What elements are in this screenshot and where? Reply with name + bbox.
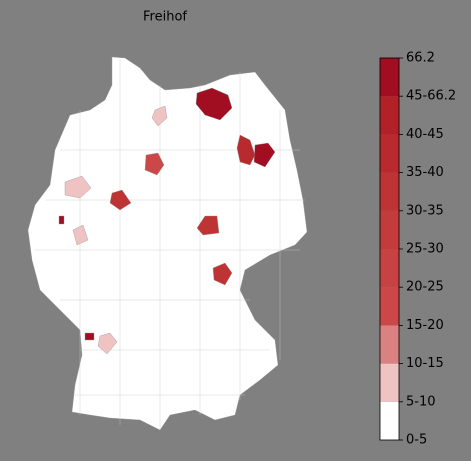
colorbar-label: 15-20 xyxy=(406,318,444,333)
colorbar-segment xyxy=(380,96,399,135)
colorbar-label: 25-30 xyxy=(406,242,444,257)
colorbar-segment xyxy=(380,401,399,440)
region-highlight xyxy=(196,215,220,236)
germany-map xyxy=(27,56,308,431)
region-highlight xyxy=(144,152,165,176)
colorbar-label: 0-5 xyxy=(406,433,427,448)
colorbar-segment xyxy=(380,363,399,402)
region-highlight xyxy=(72,224,89,246)
colorbar-label: 20-25 xyxy=(406,280,444,295)
region-highlight xyxy=(212,262,233,286)
colorbar-segment xyxy=(380,210,399,249)
colorbar-segment xyxy=(380,58,399,97)
district-borders xyxy=(35,60,305,430)
colorbar-label: 35-40 xyxy=(406,165,444,180)
colorbar-segment xyxy=(380,172,399,211)
colorbar-label: 30-35 xyxy=(406,203,444,218)
region-highlight xyxy=(253,142,276,168)
colorbar-label: 66.2 xyxy=(406,51,435,66)
region-highlight xyxy=(109,189,132,211)
colorbar-label: 5-10 xyxy=(406,394,436,409)
colorbar-label: 10-15 xyxy=(406,356,444,371)
colorbar: 0-5 5-10 10-15 15-20 20-25 25-30 30-35 35-40 40-… xyxy=(379,51,456,448)
region-highlight xyxy=(84,332,95,341)
region-highlight xyxy=(97,332,118,355)
region-highlight xyxy=(236,134,256,166)
map-title: Freihof xyxy=(143,10,187,25)
region-highlight xyxy=(151,105,168,127)
region-highlight xyxy=(195,87,233,121)
colorbar-label: 40-45 xyxy=(406,127,444,142)
colorbar-segment xyxy=(380,134,399,173)
colorbar-segment xyxy=(380,287,399,326)
country-outline xyxy=(27,56,308,431)
region-highlight xyxy=(64,175,92,199)
colorbar-segment xyxy=(380,249,399,288)
region-highlight xyxy=(58,215,65,225)
colorbar-label: 45-66.2 xyxy=(406,89,456,104)
colorbar-segment xyxy=(380,325,399,364)
